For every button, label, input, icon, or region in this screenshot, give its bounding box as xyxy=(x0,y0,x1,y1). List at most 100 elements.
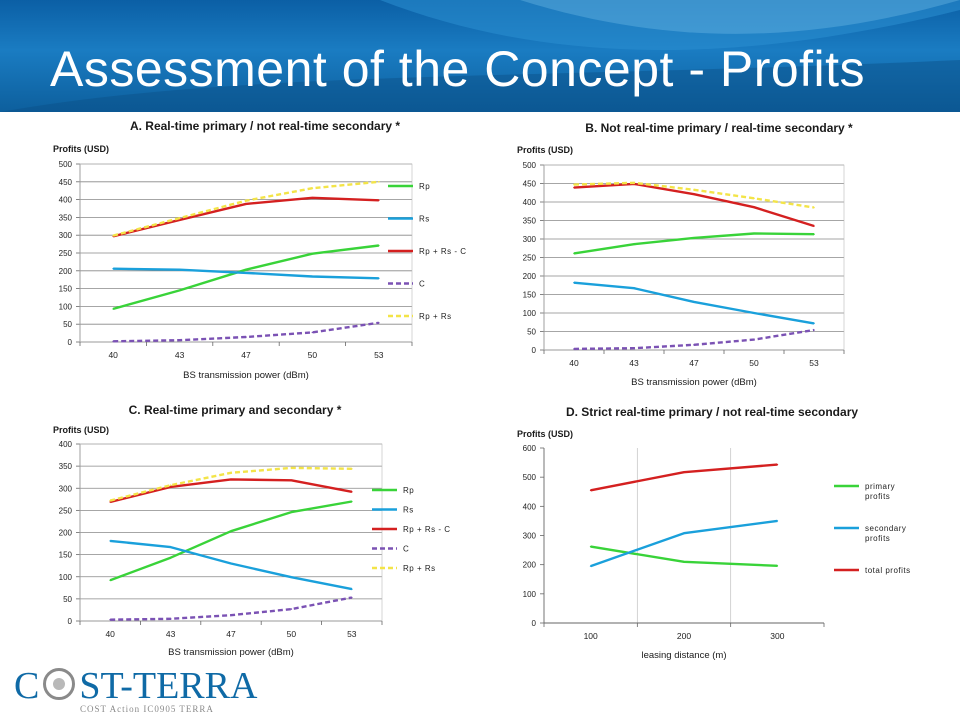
series-line-total-profits xyxy=(590,463,778,492)
legend-label: Rs xyxy=(403,506,414,515)
data-point xyxy=(169,546,172,548)
data-point xyxy=(351,490,353,493)
y-tick-label: 0 xyxy=(68,617,73,626)
data-point xyxy=(776,463,779,466)
series-line-c xyxy=(110,596,353,621)
data-point xyxy=(290,479,293,482)
x-tick-label: 50 xyxy=(749,358,759,368)
y-tick-label: 450 xyxy=(523,180,537,189)
data-point xyxy=(245,268,247,271)
y-axis-label: Profits (USD) xyxy=(53,425,109,435)
x-tick-label: 47 xyxy=(226,629,236,639)
data-point xyxy=(178,217,181,219)
chart-b: B. Not real-time primary / real-time sec… xyxy=(514,116,934,388)
data-point xyxy=(290,511,293,513)
y-tick-label: 400 xyxy=(523,502,537,511)
data-point xyxy=(178,219,181,221)
legend-label: Rp + Rs xyxy=(403,564,436,573)
legend-label: C xyxy=(419,280,425,289)
y-tick-label: 0 xyxy=(532,346,537,355)
data-point xyxy=(589,489,592,492)
logo-left-letter: C xyxy=(14,665,40,707)
data-point xyxy=(311,331,314,334)
x-tick-label: 43 xyxy=(175,350,185,360)
x-axis-label: BS transmission power (dBm) xyxy=(631,377,757,388)
legend-label: Rp + Rs - C xyxy=(419,247,467,256)
x-tick-label: 43 xyxy=(629,358,639,368)
data-point xyxy=(230,478,232,481)
data-point xyxy=(633,243,635,245)
y-tick-label: 300 xyxy=(523,235,537,244)
data-point xyxy=(351,596,353,599)
logo-subtitle: COST Action IC0905 TERRA xyxy=(80,704,214,714)
chart-svg: A. Real-time primary / not real-time sec… xyxy=(53,119,467,381)
x-tick-label: 53 xyxy=(347,629,357,639)
data-point xyxy=(169,617,172,620)
data-point xyxy=(351,588,353,590)
data-point xyxy=(378,277,380,280)
data-point xyxy=(693,344,695,346)
series-line-rp xyxy=(109,500,353,582)
data-point xyxy=(245,336,247,338)
data-point xyxy=(290,576,293,578)
banner-swoosh xyxy=(0,0,960,112)
y-tick-label: 50 xyxy=(527,328,536,337)
y-tick-label: 0 xyxy=(68,338,73,347)
data-point xyxy=(633,287,635,290)
y-tick-label: 100 xyxy=(523,590,537,599)
data-point xyxy=(230,562,232,565)
data-point xyxy=(230,614,232,617)
data-point xyxy=(693,193,695,196)
y-tick-label: 200 xyxy=(59,267,73,276)
chart-a: A. Real-time primary / not real-time sec… xyxy=(40,116,480,386)
chart-title: A. Real-time primary / not real-time sec… xyxy=(130,119,400,133)
x-axis-label: BS transmission power (dBm) xyxy=(168,647,294,658)
series-line-series-4 xyxy=(573,328,815,351)
x-tick-label: 100 xyxy=(584,631,598,641)
x-tick-label: 53 xyxy=(809,358,819,368)
y-tick-label: 400 xyxy=(59,440,73,449)
data-point xyxy=(573,348,575,350)
data-point xyxy=(813,225,815,227)
y-tick-label: 300 xyxy=(59,484,73,493)
x-tick-label: 40 xyxy=(569,358,579,368)
data-point xyxy=(230,471,232,474)
legend-label: total profits xyxy=(865,566,911,575)
y-axis-label: Profits (USD) xyxy=(517,145,573,155)
y-tick-label: 200 xyxy=(59,529,73,538)
logo-right-text: ST-TERRA xyxy=(79,665,258,707)
series-line-rs xyxy=(110,539,353,591)
legend-label: secondary profits xyxy=(865,524,906,543)
y-tick-label: 350 xyxy=(59,462,73,471)
x-tick-label: 50 xyxy=(308,350,318,360)
y-tick-label: 300 xyxy=(59,231,73,240)
y-tick-label: 150 xyxy=(523,291,537,300)
data-point xyxy=(311,187,314,190)
data-point xyxy=(311,275,314,278)
plot-frame xyxy=(543,164,845,351)
data-point xyxy=(753,338,755,341)
title-banner: Assessment of the Concept - Profits xyxy=(0,0,960,112)
legend-label-line: primary xyxy=(865,482,895,491)
data-point xyxy=(753,232,755,235)
series-line-secondary-profits xyxy=(590,519,778,568)
legend-label-line: profits xyxy=(865,534,890,543)
legend-label: Rp + Rs xyxy=(419,312,452,321)
chart-c: C. Real-time primary and secondary * Prof… xyxy=(40,398,480,660)
data-point xyxy=(633,347,635,349)
y-axis-label: Profits (USD) xyxy=(517,429,573,439)
data-point xyxy=(753,197,755,200)
x-axis-label: leasing distance (m) xyxy=(641,650,726,661)
legend-label: Rp + Rs - C xyxy=(403,525,451,534)
y-tick-label: 50 xyxy=(63,595,72,604)
data-point xyxy=(290,467,293,469)
series-line-c xyxy=(113,321,379,343)
x-tick-label: 40 xyxy=(108,350,118,360)
data-point xyxy=(776,565,779,567)
series-line-rp-rs-c xyxy=(109,478,353,504)
data-point xyxy=(112,308,114,310)
series-line-series-2 xyxy=(573,281,815,325)
x-tick-label: 43 xyxy=(166,629,176,639)
chart-d: D. Strict real-time primary / not real-t… xyxy=(514,398,934,661)
plot-frame xyxy=(79,163,413,343)
